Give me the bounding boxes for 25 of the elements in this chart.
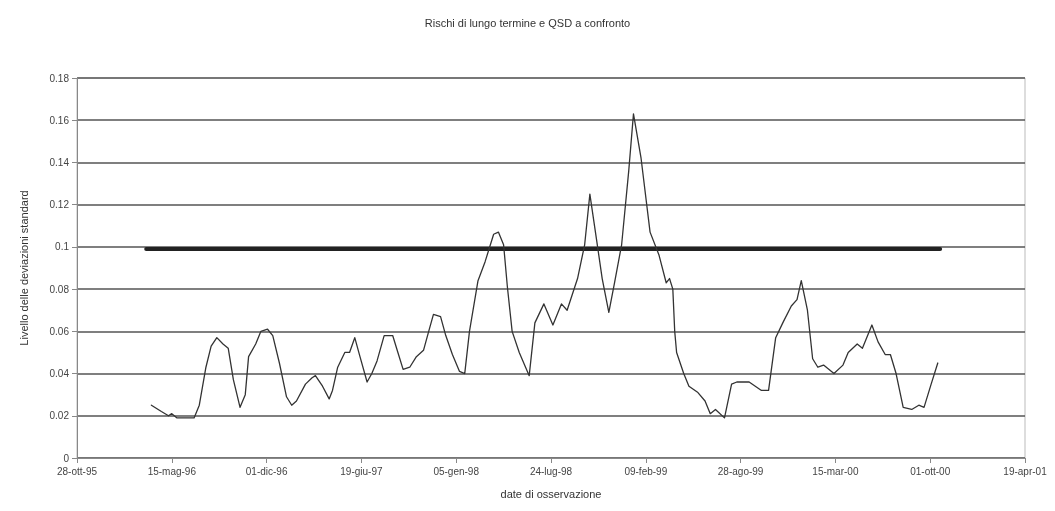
x-axis-title: date di osservazione (500, 487, 602, 500)
y-tick-label: 0.02 (49, 410, 70, 422)
x-tick-label: 15-mar-00 (812, 465, 859, 477)
y-tick-label: 0.14 (49, 156, 70, 168)
x-tick-label: 09-feb-99 (624, 465, 668, 477)
y-tick-label: 0.06 (49, 325, 70, 337)
y-tick-label: 0 (63, 452, 70, 464)
y-axis-title: Livello delle deviazioni standard (17, 190, 30, 346)
y-tick-label: 0.1 (55, 241, 70, 253)
y-tick-label: 0.16 (49, 114, 70, 126)
y-tick-label: 0.04 (49, 368, 70, 380)
y-tick-label: 0.18 (49, 72, 70, 84)
chart-title: Rischi di lungo termine e QSD a confronto (424, 16, 631, 29)
x-tick-label: 19-apr-01 (1003, 465, 1048, 477)
x-tick-label: 15-mag-96 (147, 465, 197, 477)
x-tick-label: 19-giu-97 (340, 465, 383, 477)
x-tick-label: 28-ott-95 (56, 465, 98, 477)
x-tick-label: 24-lug-98 (529, 465, 573, 477)
y-tick-label: 0.12 (49, 199, 70, 211)
x-tick-label: 01-ott-00 (910, 465, 951, 477)
line-series (150, 113, 939, 419)
x-tick-label: 05-gen-98 (433, 465, 480, 477)
x-tick-label: 28-ago-99 (717, 465, 764, 477)
y-tick-label: 0.08 (49, 283, 70, 295)
x-tick-label: 01-dic-96 (245, 465, 288, 477)
